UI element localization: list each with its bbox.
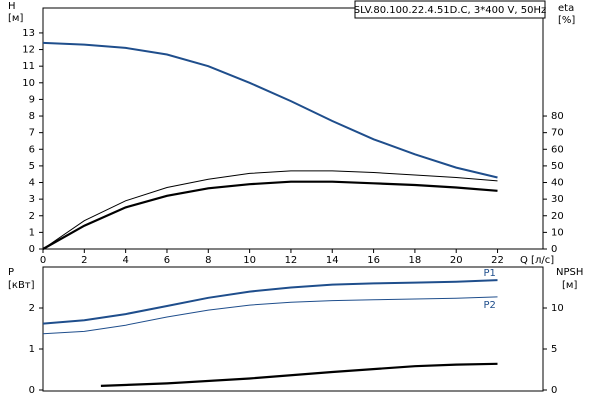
x-tick-label: 2 (81, 255, 87, 266)
y-tick-label: 9 (29, 94, 35, 105)
y-axis-unit: [кВт] (8, 280, 35, 291)
y2-axis-unit: [%] (558, 15, 575, 26)
y-tick-label: 10 (22, 78, 35, 89)
y-axis-label: H (8, 1, 16, 12)
x-tick-label: 8 (205, 255, 211, 266)
y-axis-label: P (8, 267, 14, 278)
series-line (42, 41, 498, 179)
y2-tick-label: 40 (551, 178, 564, 189)
y-tick-label: 12 (22, 45, 35, 56)
y-tick-label: 2 (29, 211, 35, 222)
series-line (42, 279, 498, 325)
series-line (42, 180, 498, 250)
series-line (100, 362, 498, 387)
x-tick-label: 4 (122, 255, 128, 266)
y2-tick-label: 50 (551, 161, 564, 172)
y-tick-label: 3 (29, 194, 35, 205)
series-label: P2 (484, 300, 496, 311)
y-tick-label: 11 (22, 61, 35, 72)
y2-axis-unit: [м] (562, 280, 577, 291)
series-label: P1 (484, 268, 496, 279)
x-tick-label: 16 (367, 255, 380, 266)
x-tick-label: 6 (164, 255, 170, 266)
series-line (42, 296, 498, 335)
y2-tick-label: 10 (551, 227, 564, 238)
x-axis-label: Q [л/с] (520, 255, 554, 266)
y2-tick-label: 5 (551, 344, 557, 355)
y-tick-label: 6 (29, 144, 35, 155)
y-tick-label: 0 (29, 244, 35, 255)
y2-tick-label: 20 (551, 211, 564, 222)
y2-tick-label: 80 (551, 111, 564, 122)
y2-axis-label: eta (558, 3, 574, 14)
top-plot-frame (42, 7, 544, 250)
y-tick-label: 2 (29, 303, 35, 314)
y2-tick-label: 60 (551, 144, 564, 155)
y-tick-label: 8 (29, 111, 35, 122)
series-line (42, 170, 498, 250)
y2-tick-label: 0 (551, 385, 557, 396)
x-tick-label: 12 (285, 255, 298, 266)
x-tick-label: 10 (243, 255, 256, 266)
y-tick-label: 4 (29, 178, 35, 189)
y-axis-unit: [м] (8, 13, 23, 24)
y2-tick-label: 0 (551, 244, 557, 255)
x-tick-label: 14 (326, 255, 339, 266)
x-tick-label: 18 (409, 255, 422, 266)
y-tick-label: 13 (22, 28, 35, 39)
y2-tick-label: 10 (551, 303, 564, 314)
y-tick-label: 1 (29, 227, 35, 238)
x-tick-label: 22 (491, 255, 504, 266)
y2-tick-label: 70 (551, 128, 564, 139)
chart-title: SLV.80.100.22.4.51D.C, 3*400 V, 50Hz (354, 5, 546, 16)
x-tick-label: 20 (450, 255, 463, 266)
y-tick-label: 0 (29, 385, 35, 396)
y2-tick-label: 30 (551, 194, 564, 205)
y2-axis-label: NPSH (556, 267, 583, 278)
y-tick-label: 7 (29, 128, 35, 139)
bottom-plot-frame (42, 266, 544, 392)
y-tick-label: 1 (29, 344, 35, 355)
x-tick-label: 0 (40, 255, 46, 266)
y-tick-label: 5 (29, 161, 35, 172)
title-box (354, 0, 546, 19)
